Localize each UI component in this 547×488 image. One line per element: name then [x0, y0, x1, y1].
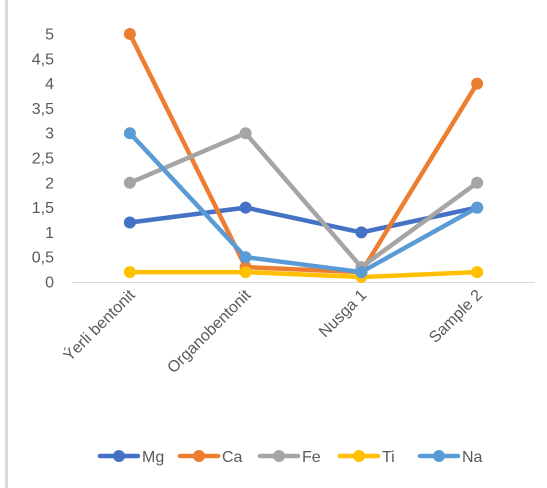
data-point [239, 201, 252, 214]
legend-item-ca: Ca [177, 449, 243, 466]
legend-swatch-marker [353, 450, 365, 462]
data-point [471, 77, 484, 90]
legend-label: Ca [222, 449, 243, 466]
data-point [355, 266, 368, 279]
x-category-label: Ýerli bentonit [59, 285, 139, 365]
legend-label: Fe [302, 449, 321, 466]
data-point [123, 216, 136, 229]
legend-label: Na [462, 449, 483, 466]
legend-item-na: Na [417, 449, 483, 466]
y-tick-label: 0,5 [32, 250, 54, 267]
x-category-label: Nusga 1 [316, 287, 370, 341]
data-point [239, 251, 252, 264]
y-tick-label: 3,5 [32, 101, 54, 118]
y-tick-label: 5 [45, 27, 54, 44]
y-tick-label: 4,5 [32, 51, 54, 68]
series-line [127, 130, 480, 270]
y-tick-label: 3 [45, 126, 54, 143]
data-point [123, 127, 136, 140]
x-category-label: Organobentonit [164, 286, 254, 376]
series-layer [123, 28, 484, 284]
y-tick-label: 4 [45, 76, 54, 93]
legend-swatch-marker [433, 450, 445, 462]
series-line [127, 130, 480, 275]
legend-swatch-marker [273, 450, 285, 462]
legend-swatch-marker [113, 450, 125, 462]
axis-layer: 0 0,5 1 1,5 2 2,5 3 3,5 4 4,5 5 Ýerli bentonit Organ… [32, 27, 535, 377]
data-point [123, 266, 136, 279]
series-line [127, 269, 480, 280]
legend: Mg Ca Fe Ti Na [97, 449, 483, 466]
y-tick-label: 0 [45, 275, 54, 292]
series-ca [123, 28, 484, 279]
legend-item-mg: Mg [97, 449, 164, 466]
data-point [471, 201, 484, 214]
x-category-label: Sample 2 [426, 287, 486, 347]
data-point [355, 226, 368, 239]
legend-label: Mg [142, 449, 164, 466]
series-line [127, 205, 480, 235]
y-tick-label: 2 [45, 175, 54, 192]
data-point [471, 176, 484, 189]
series-na [123, 127, 484, 279]
y-tick-label: 1 [45, 225, 54, 242]
series-fe [123, 127, 484, 274]
data-point [239, 266, 252, 279]
data-point [471, 266, 484, 279]
legend-swatch-marker [193, 450, 205, 462]
y-tick-label: 2,5 [32, 151, 54, 168]
data-point [123, 176, 136, 189]
series-line [127, 31, 480, 275]
legend-item-fe: Fe [257, 449, 321, 466]
y-tick-label: 1,5 [32, 200, 54, 217]
legend-item-ti: Ti [337, 449, 395, 466]
left-border [5, 0, 8, 488]
data-point [123, 28, 136, 40]
legend-label: Ti [382, 449, 395, 466]
data-point [239, 127, 252, 140]
